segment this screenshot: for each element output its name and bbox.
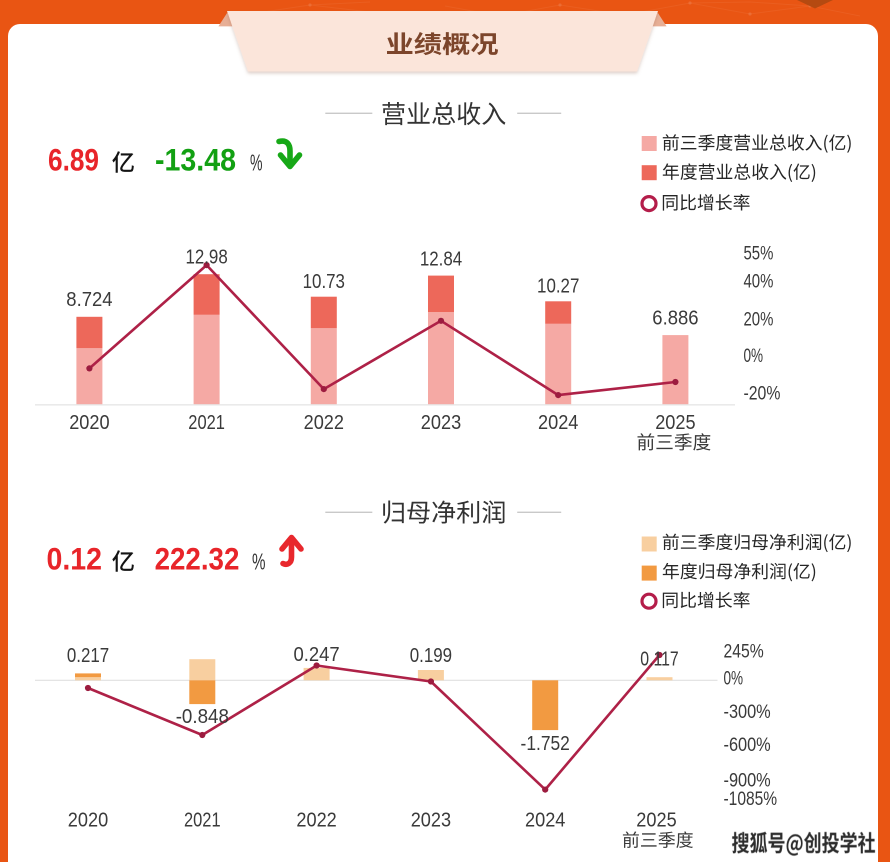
- svg-text:2022: 2022: [296, 809, 336, 831]
- svg-text:2025: 2025: [655, 412, 695, 434]
- svg-text:%: %: [250, 149, 263, 175]
- svg-text:0%: 0%: [744, 346, 764, 367]
- svg-text:0%: 0%: [724, 669, 744, 690]
- svg-text:222.32: 222.32: [155, 540, 240, 576]
- svg-text:20%: 20%: [744, 310, 774, 331]
- svg-text:-300%: -300%: [724, 702, 771, 723]
- svg-text:2023: 2023: [421, 412, 461, 434]
- svg-text:2022: 2022: [304, 412, 344, 434]
- svg-text:40%: 40%: [744, 272, 774, 293]
- svg-text:-1.752: -1.752: [521, 733, 570, 755]
- svg-text:-13.48: -13.48: [155, 141, 236, 177]
- svg-text:10.73: 10.73: [303, 271, 345, 293]
- svg-text:2021: 2021: [188, 412, 225, 434]
- svg-text:6.89: 6.89: [48, 141, 99, 177]
- svg-text:2020: 2020: [69, 412, 109, 434]
- svg-text:10.27: 10.27: [537, 276, 579, 298]
- svg-text:12.98: 12.98: [185, 246, 227, 268]
- svg-text:0.217: 0.217: [67, 645, 109, 667]
- svg-text:2025: 2025: [636, 809, 676, 831]
- svg-text:8.724: 8.724: [66, 289, 112, 311]
- svg-text:-900%: -900%: [724, 771, 771, 792]
- svg-text:-1085%: -1085%: [724, 789, 778, 810]
- svg-text:6.886: 6.886: [652, 308, 698, 330]
- svg-text:2024: 2024: [525, 809, 565, 831]
- svg-text:0.117: 0.117: [640, 649, 678, 671]
- svg-text:2024: 2024: [538, 412, 578, 434]
- svg-text:2020: 2020: [68, 809, 108, 831]
- svg-text:2021: 2021: [184, 809, 221, 831]
- svg-text:0.199: 0.199: [410, 645, 452, 667]
- svg-text:245%: 245%: [724, 642, 764, 663]
- svg-text:2023: 2023: [411, 809, 451, 831]
- svg-text:-20%: -20%: [744, 384, 781, 405]
- svg-text:-600%: -600%: [724, 735, 771, 756]
- svg-text:12.84: 12.84: [420, 249, 462, 271]
- svg-text:-0.848: -0.848: [176, 706, 229, 728]
- svg-text:0.12: 0.12: [47, 540, 103, 576]
- svg-text:%: %: [252, 548, 266, 574]
- svg-text:55%: 55%: [744, 244, 774, 265]
- svg-text:0.247: 0.247: [294, 644, 340, 666]
